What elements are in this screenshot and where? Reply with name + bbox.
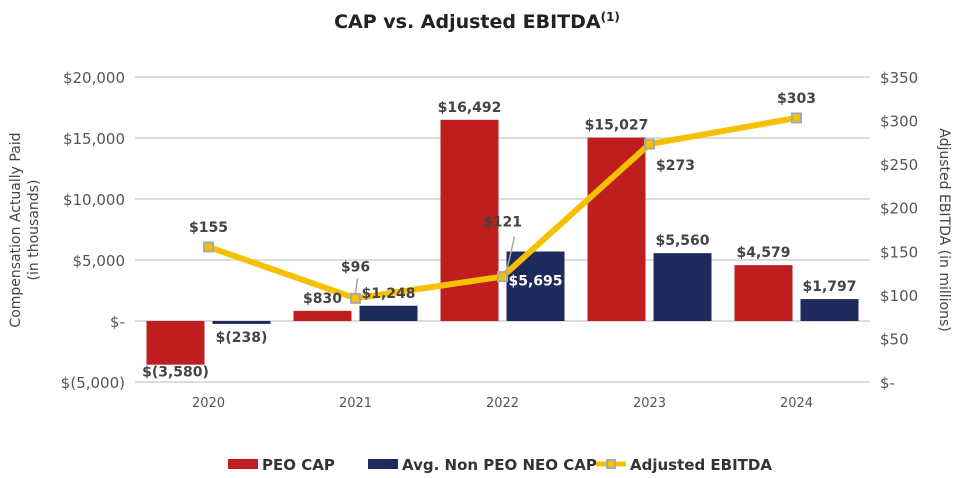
y2-tick-label: $300: [880, 113, 918, 131]
y-axis-label-unit: (in thousands): [26, 180, 42, 281]
peo-cap-bar: [587, 137, 646, 321]
legend-label: Adjusted EBITDA: [630, 456, 772, 474]
legend-swatch: [368, 459, 398, 469]
peo-cap-bar: [146, 321, 205, 365]
x-tick-label: 2020: [192, 396, 225, 411]
ebitda-marker: [791, 112, 802, 124]
y-tick-label: $20,000: [63, 69, 125, 87]
y-tick-label: $15,000: [63, 130, 125, 148]
bar-data-label: $5,695: [508, 274, 562, 290]
ebitda-marker: [644, 138, 655, 150]
ebitda-data-label: $273: [656, 158, 695, 174]
y2-tick-label: $-: [880, 374, 895, 392]
bar-data-label: $16,492: [438, 100, 502, 116]
legend-label: PEO CAP: [262, 456, 335, 474]
bar-data-label: $1,797: [802, 279, 856, 295]
bar-data-label: $5,560: [655, 233, 709, 249]
y-tick-label: $(5,000): [61, 374, 125, 392]
legend-label: Avg. Non PEO NEO CAP: [402, 456, 597, 474]
y2-tick-label: $350: [880, 69, 918, 87]
bar-data-label: $15,027: [585, 118, 649, 134]
peo-cap-bar: [293, 310, 352, 321]
non-peo-cap-bar: [653, 253, 712, 321]
ebitda-data-label: $121: [483, 215, 522, 231]
x-tick-label: 2021: [339, 396, 372, 411]
ebitda-data-label: $303: [777, 91, 816, 107]
legend-marker: [606, 459, 616, 469]
bar-data-label: $(3,580): [142, 365, 209, 381]
y2-axis-label: Adjusted EBITDA (in millions): [936, 128, 952, 331]
y-tick-label: $10,000: [63, 191, 125, 209]
ebitda-marker: [350, 292, 361, 304]
bar-data-label: $4,579: [736, 245, 790, 261]
ebitda-data-label: $96: [341, 259, 370, 275]
bar-data-label: $830: [303, 291, 342, 307]
y-tick-label: $5,000: [73, 252, 126, 270]
non-peo-cap-bar: [212, 321, 271, 324]
legend-swatch: [228, 459, 258, 469]
leader-line: [354, 278, 359, 294]
y2-tick-label: $250: [880, 156, 918, 174]
peo-cap-bar: [440, 119, 499, 321]
y2-tick-label: $200: [880, 200, 918, 218]
bar-data-label: $1,248: [361, 286, 415, 302]
peo-cap-bar: [734, 265, 793, 321]
bar-data-label: $(238): [216, 330, 268, 346]
x-tick-label: 2022: [486, 396, 519, 411]
chart-title: CAP vs. Adjusted EBITDA(1): [334, 10, 620, 33]
ebitda-marker: [497, 271, 508, 283]
y2-tick-label: $50: [880, 330, 909, 348]
ebitda-data-label: $155: [189, 220, 228, 236]
x-tick-label: 2023: [633, 396, 666, 411]
y-axis-label: Compensation Actually Paid: [8, 132, 24, 327]
non-peo-cap-bar: [800, 299, 859, 321]
non-peo-cap-bar: [359, 305, 418, 321]
ebitda-marker: [203, 241, 214, 253]
x-tick-label: 2024: [780, 396, 813, 411]
y2-tick-label: $100: [880, 287, 918, 305]
y2-tick-label: $150: [880, 243, 918, 261]
leader-line: [505, 236, 516, 272]
y-tick-label: $-: [110, 313, 125, 331]
